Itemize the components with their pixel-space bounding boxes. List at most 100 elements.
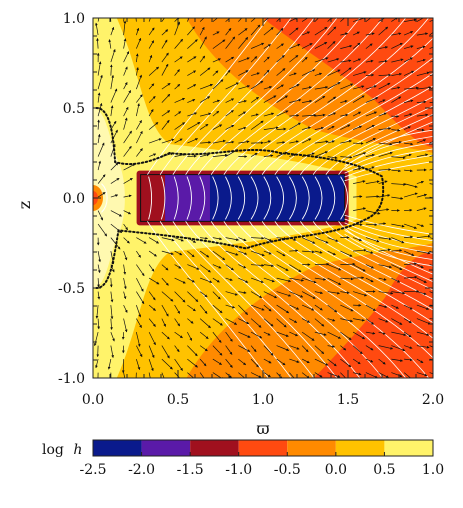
- velocity-arrow: [238, 126, 247, 130]
- velocity-arrow: [327, 18, 334, 22]
- velocity-arrow: [276, 141, 286, 144]
- velocity-arrow: [276, 127, 287, 131]
- field-line-outer-upper: [344, 148, 433, 174]
- plot-area: [93, 18, 433, 378]
- velocity-arrow: [429, 291, 433, 294]
- velocity-arrow: [404, 45, 414, 49]
- velocity-arrow: [123, 130, 132, 144]
- velocity-arrow: [174, 237, 184, 242]
- velocity-arrow: [416, 331, 430, 336]
- velocity-arrow: [314, 85, 329, 90]
- velocity-arrow: [97, 102, 103, 117]
- field-lines: [147, 18, 433, 378]
- y-tick-label: -0.5: [58, 281, 85, 297]
- velocity-arrow: [391, 42, 403, 49]
- velocity-arrow: [314, 358, 329, 366]
- field-line-outer-lower: [344, 230, 433, 261]
- velocity-arrow: [314, 113, 326, 117]
- velocity-arrow: [161, 264, 169, 271]
- colorbar-swatch: [287, 440, 336, 456]
- colorbar-swatch: [238, 440, 288, 456]
- velocity-arrow: [225, 69, 231, 76]
- velocity-arrow: [378, 127, 392, 130]
- velocity-arrow: [327, 82, 341, 90]
- velocity-arrow: [136, 291, 145, 305]
- velocity-arrow: [225, 18, 231, 22]
- velocity-arrow: [174, 304, 180, 314]
- velocity-arrow: [199, 318, 211, 329]
- velocity-arrow: [136, 264, 145, 277]
- velocity-arrow: [378, 26, 389, 36]
- disk-inner-edge: [140, 174, 166, 222]
- velocity-arrow: [365, 18, 372, 22]
- velocity-arrow: [212, 79, 224, 90]
- velocity-arrow: [187, 331, 193, 341]
- velocity-arrow: [365, 250, 374, 254]
- disk-contour: [212, 176, 219, 220]
- velocity-arrow: [251, 264, 265, 267]
- colorbar-swatch: [335, 440, 385, 456]
- velocity-arrow: [161, 63, 169, 76]
- velocity-arrow: [136, 27, 140, 36]
- velocity-arrow: [187, 70, 197, 76]
- velocity-arrow: [199, 358, 207, 367]
- velocity-arrow: [301, 56, 308, 63]
- velocity-arrow: [301, 345, 309, 353]
- velocity-arrow: [148, 122, 159, 130]
- velocity-arrow: [327, 69, 341, 76]
- velocity-arrow: [289, 43, 301, 49]
- velocity-arrow: [327, 156, 338, 160]
- velocity-arrow: [161, 93, 171, 103]
- velocity-arrow: [93, 332, 99, 347]
- velocity-arrow: [123, 18, 125, 22]
- velocity-arrow: [174, 291, 186, 303]
- velocity-arrow: [429, 168, 433, 171]
- colorbar-tick-label: 1.0: [422, 462, 444, 478]
- velocity-arrow: [314, 345, 325, 354]
- velocity-arrow: [199, 331, 209, 339]
- disk-contour: [289, 176, 297, 220]
- velocity-arrow: [225, 304, 236, 309]
- velocity-arrow: [110, 177, 120, 184]
- velocity-arrow: [123, 291, 127, 300]
- velocity-arrow: [276, 291, 292, 297]
- velocity-arrow: [289, 331, 299, 337]
- velocity-arrow: [276, 318, 287, 328]
- velocity-arrow: [429, 345, 433, 348]
- velocity-arrow: [135, 53, 139, 63]
- velocity-arrow: [289, 140, 299, 144]
- velocity-arrow: [327, 331, 341, 339]
- velocity-arrow: [327, 140, 335, 144]
- velocity-arrow: [136, 74, 142, 90]
- velocity-arrow: [429, 115, 433, 117]
- velocity-arrow: [416, 32, 429, 36]
- velocity-arrow: [123, 250, 128, 261]
- field-line-upper: [236, 18, 429, 175]
- velocity-arrow: [136, 345, 143, 358]
- velocity-arrow: [263, 250, 272, 255]
- velocity-arrow: [225, 345, 233, 355]
- velocity-arrow: [378, 194, 391, 198]
- velocity-arrow: [378, 142, 393, 146]
- velocity-arrow: [199, 26, 205, 36]
- velocity-arrow: [391, 318, 403, 325]
- velocity-arrow: [391, 169, 402, 173]
- velocity-arrow: [263, 86, 273, 90]
- velocity-arrow: [429, 60, 433, 63]
- disk-contour: [301, 176, 310, 220]
- velocity-arrow: [97, 119, 100, 130]
- velocity-arrow: [97, 18, 100, 22]
- velocity-arrow: [314, 237, 329, 244]
- velocity-arrow: [250, 72, 260, 76]
- velocity-arrow: [353, 180, 366, 184]
- velocity-arrow: [404, 262, 418, 266]
- velocity-arrow: [301, 43, 313, 49]
- velocity-arrow: [225, 277, 233, 281]
- field-line-upper: [261, 57, 433, 175]
- velocity-arrow: [327, 304, 338, 313]
- velocity-arrow: [365, 331, 376, 335]
- velocity-arrow: [352, 264, 366, 272]
- velocity-arrow: [340, 113, 349, 117]
- velocity-arrow: [378, 277, 387, 281]
